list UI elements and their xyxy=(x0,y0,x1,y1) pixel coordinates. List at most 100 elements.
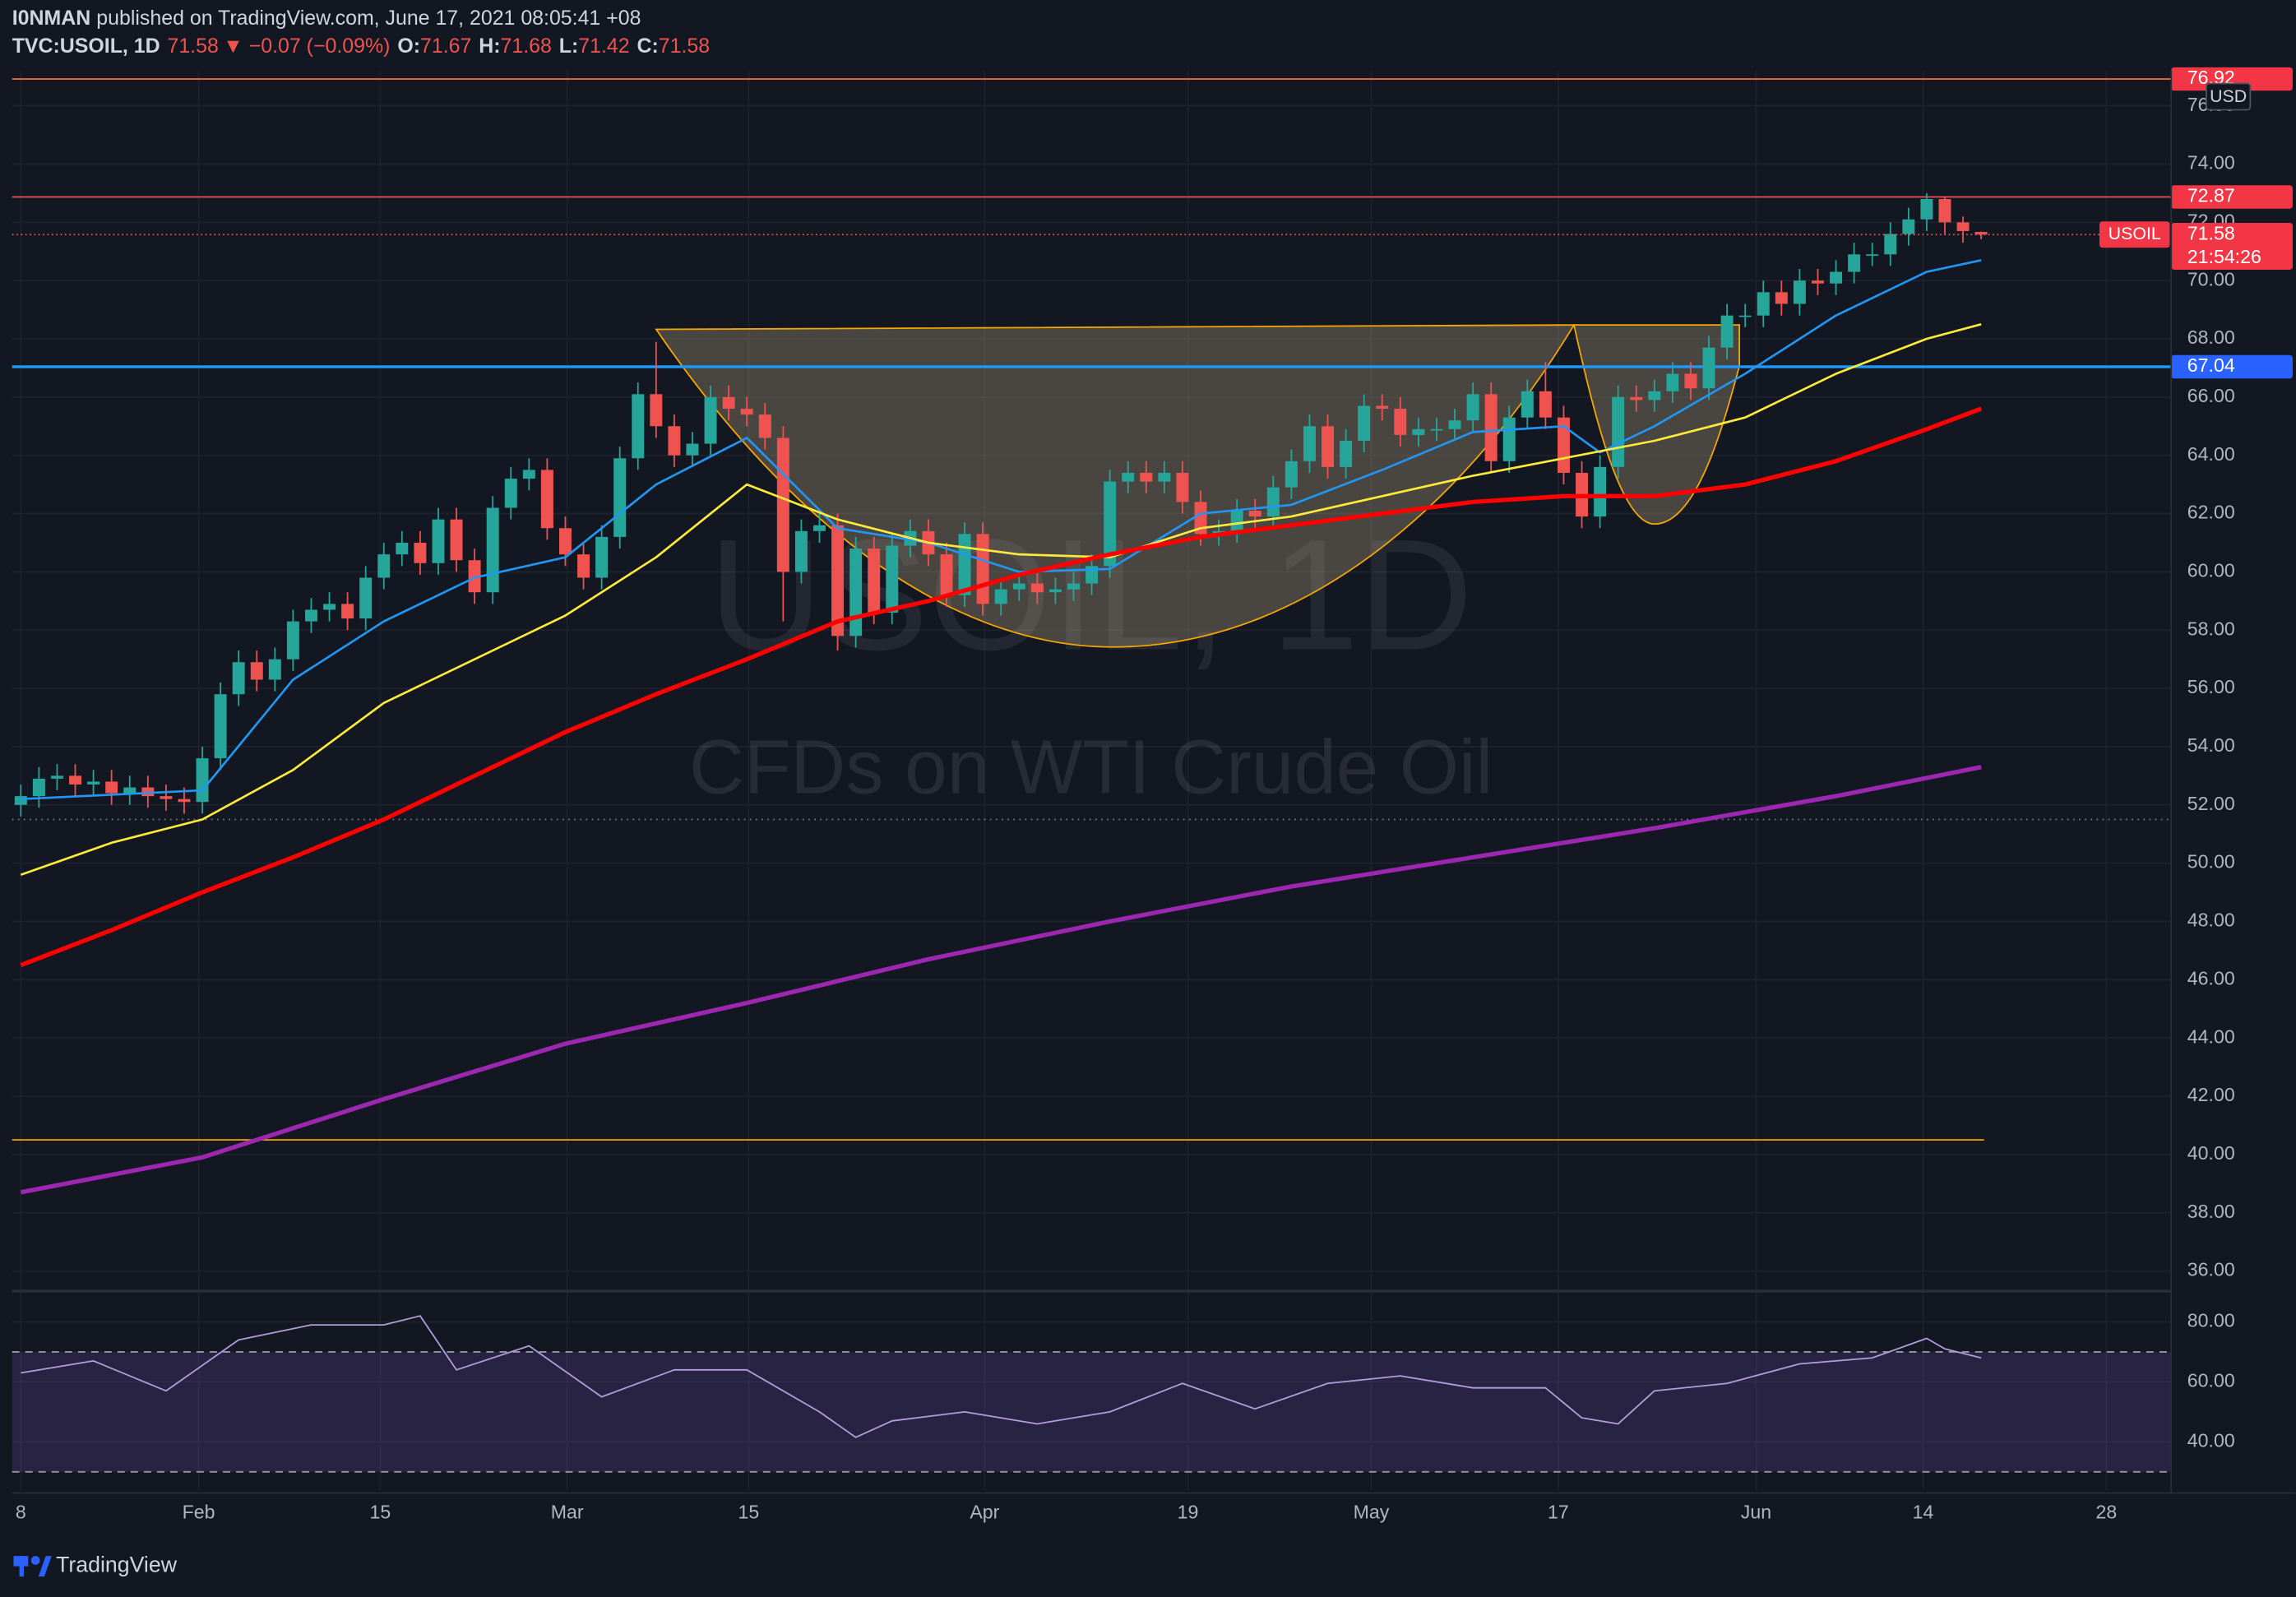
candle-body xyxy=(341,604,354,619)
x-tick-label: Apr xyxy=(970,1502,999,1523)
moving-average xyxy=(20,765,1982,1195)
level-badge-label: 67.04 xyxy=(2187,354,2235,376)
author: I0NMAN xyxy=(12,7,90,30)
y-tick-label: 40.00 xyxy=(2187,1142,2235,1164)
level-badge-label: 72.87 xyxy=(2187,185,2235,206)
candle-body xyxy=(1285,461,1298,488)
candle-body xyxy=(1920,199,1933,220)
logo-mark xyxy=(19,1556,24,1577)
candle-body xyxy=(1612,396,1625,467)
candle-body xyxy=(268,659,281,680)
moving-average xyxy=(20,406,1983,968)
logo-mark xyxy=(30,1556,40,1565)
candle-body xyxy=(1176,472,1189,502)
candle-body xyxy=(849,549,863,636)
x-tick-label: 19 xyxy=(1178,1502,1199,1523)
candle-body xyxy=(1230,511,1243,531)
rsi-line xyxy=(21,1315,1982,1438)
candle-body xyxy=(776,437,789,572)
candle-body xyxy=(304,609,317,622)
watermark-description: CFDs on WTI Crude Oil xyxy=(689,724,1493,809)
candle-body xyxy=(1757,292,1770,316)
candle-body xyxy=(178,798,191,803)
candle-body xyxy=(577,554,590,578)
candle-body xyxy=(286,621,299,660)
last-price-label: 71.58 xyxy=(2187,222,2235,243)
x-tick-label: 8 xyxy=(16,1502,26,1523)
candle-body xyxy=(1720,315,1734,348)
candle-body xyxy=(1412,428,1425,435)
candle-body xyxy=(1194,502,1207,535)
candle-body xyxy=(141,787,155,797)
candle-body xyxy=(1630,396,1643,400)
y2-tick-label: 40.00 xyxy=(2187,1429,2235,1451)
candle-body xyxy=(1030,583,1044,593)
candle-body xyxy=(232,662,245,695)
y-tick-label: 66.00 xyxy=(2187,385,2235,406)
marks xyxy=(12,78,2172,1438)
candle-body xyxy=(377,554,391,578)
candle-body xyxy=(1394,409,1407,435)
candle-body xyxy=(1067,583,1080,590)
y-tick-label: 60.00 xyxy=(2187,560,2235,581)
last-price: 71.58 xyxy=(167,35,218,58)
candle-body xyxy=(1938,199,1951,223)
candle-body xyxy=(1812,280,1824,284)
candle-body xyxy=(1884,234,1897,255)
candle-body xyxy=(958,534,971,595)
ohlc-key: H: xyxy=(479,35,500,58)
candle-body xyxy=(1830,271,1843,284)
symbol-badge xyxy=(2099,221,2170,248)
candle-body xyxy=(1358,405,1371,442)
candle-body xyxy=(250,662,263,680)
x-tick-label: Feb xyxy=(183,1502,215,1523)
y-tick-label: 50.00 xyxy=(2187,851,2235,873)
ohlc-value: 71.58 xyxy=(659,35,710,58)
y-tick-label: 68.00 xyxy=(2187,326,2235,348)
ohlc-value: 71.68 xyxy=(501,35,552,58)
candle-body xyxy=(1738,315,1752,317)
x-tick-label: 28 xyxy=(2096,1502,2118,1523)
candle-body xyxy=(1448,420,1461,429)
candle-body xyxy=(1594,466,1607,517)
candle-body xyxy=(1902,219,1915,234)
logo-mark xyxy=(38,1556,52,1577)
level-badge xyxy=(2171,67,2293,91)
candle-body xyxy=(1666,373,1679,391)
candle-body xyxy=(722,396,735,410)
candle-body xyxy=(359,577,373,619)
candle-body xyxy=(1140,472,1153,482)
candle-body xyxy=(704,396,717,444)
candle-body xyxy=(831,525,845,636)
currency: USD xyxy=(2210,86,2247,106)
candle-body xyxy=(813,525,826,531)
y2-tick-label: 80.00 xyxy=(2187,1310,2235,1331)
candle-body xyxy=(794,530,808,572)
y-tick-label: 48.00 xyxy=(2187,910,2235,931)
x-tick-label: Mar xyxy=(551,1502,584,1523)
candle-body xyxy=(1684,373,1697,389)
y-tick-label: 38.00 xyxy=(2187,1201,2235,1222)
candle-body xyxy=(486,507,499,593)
candle-body xyxy=(595,536,609,578)
level-badge xyxy=(2171,354,2293,379)
candle-body xyxy=(1376,405,1389,410)
candle-body xyxy=(123,787,137,794)
candle-body xyxy=(868,549,881,613)
candle-body xyxy=(994,589,1007,604)
candle-body xyxy=(522,470,535,479)
x-tick-label: 15 xyxy=(738,1502,760,1523)
candle-body xyxy=(504,479,517,508)
y-tick-label: 56.00 xyxy=(2187,676,2235,697)
candle-body xyxy=(976,534,989,604)
x-tick-label: 14 xyxy=(1913,1502,1934,1523)
x-tick-label: 15 xyxy=(369,1502,391,1523)
candle-body xyxy=(1466,394,1479,421)
grid xyxy=(12,70,2172,1491)
candle-body xyxy=(1104,481,1117,567)
candle-body xyxy=(886,545,899,613)
candle-body xyxy=(87,781,100,785)
candle-body xyxy=(1340,441,1353,467)
change: ▼ −0.07 (−0.09%) xyxy=(223,35,390,58)
currency-box xyxy=(2206,82,2252,111)
